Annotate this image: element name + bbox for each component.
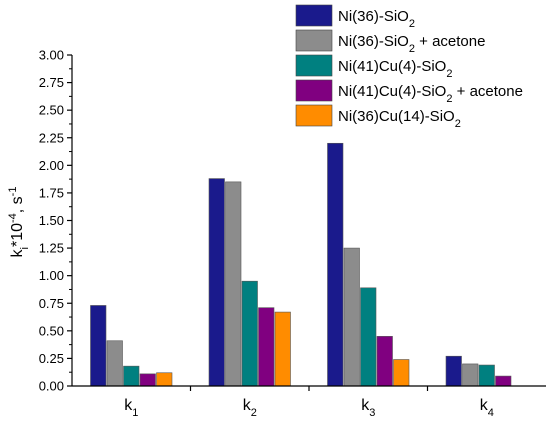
y-tick-label: 2.50 bbox=[39, 103, 64, 118]
legend-swatch bbox=[295, 104, 333, 127]
y-tick-label: 1.75 bbox=[39, 185, 64, 200]
bar bbox=[123, 365, 140, 387]
x-category-label: k4 bbox=[480, 397, 494, 419]
bar bbox=[274, 311, 291, 387]
legend-item: Ni(41)Cu(4)-SiO2 + acetone bbox=[295, 79, 523, 105]
x-category-label: k2 bbox=[243, 397, 257, 419]
y-tick-label: 1.25 bbox=[39, 241, 64, 256]
legend-label: Ni(41)Cu(4)-SiO2 bbox=[338, 58, 452, 80]
bar bbox=[445, 355, 462, 387]
bar bbox=[156, 372, 173, 387]
bar bbox=[376, 336, 393, 387]
bar bbox=[360, 287, 377, 387]
bar bbox=[462, 363, 479, 387]
bar bbox=[343, 247, 360, 387]
bar bbox=[139, 373, 156, 387]
legend-item: Ni(36)-SiO2 + acetone bbox=[295, 29, 485, 55]
legend-swatch bbox=[295, 54, 333, 77]
y-tick-label: 0.25 bbox=[39, 351, 64, 366]
legend-label: Ni(36)-SiO2 bbox=[338, 8, 415, 30]
legend-swatch bbox=[295, 79, 333, 102]
y-tick-label: 2.00 bbox=[39, 158, 64, 173]
legend-swatch bbox=[295, 4, 333, 27]
bar bbox=[327, 142, 344, 387]
bar bbox=[258, 307, 275, 387]
y-axis-title: ki*10-4, s-1 bbox=[7, 187, 31, 258]
legend-label: Ni(41)Cu(4)-SiO2 + acetone bbox=[338, 83, 523, 105]
y-ticks-group: 0.00 0.25 0.50 0.75 1.00 1.25 1.50 1.75 2.00 2.25… bbox=[39, 48, 72, 394]
bar bbox=[495, 375, 512, 387]
bar bbox=[478, 364, 495, 387]
bar bbox=[393, 359, 410, 387]
legend-item: Ni(41)Cu(4)-SiO2 bbox=[295, 54, 452, 80]
bar bbox=[241, 280, 258, 387]
x-category-label: k1 bbox=[124, 397, 138, 419]
x-ticks-group: k1 k2 k3 k4 bbox=[124, 386, 494, 419]
bar bbox=[106, 340, 123, 387]
y-tick-label: 3.00 bbox=[39, 48, 64, 63]
bar bbox=[208, 178, 225, 387]
y-tick-label: 1.00 bbox=[39, 268, 64, 283]
legend-item: Ni(36)Cu(14)-SiO2 bbox=[295, 104, 461, 130]
bars-group bbox=[90, 142, 512, 387]
legend-swatch bbox=[295, 29, 333, 52]
legend-label: Ni(36)-SiO2 + acetone bbox=[338, 33, 485, 55]
legend-item: Ni(36)-SiO2 bbox=[295, 4, 415, 30]
y-tick-label: 0.75 bbox=[39, 296, 64, 311]
legend: Ni(36)-SiO2 Ni(36)-SiO2 + acetone Ni(41)Cu… bbox=[295, 4, 523, 130]
bar bbox=[225, 181, 242, 387]
y-tick-label: 0.50 bbox=[39, 323, 64, 338]
y-tick-label: 2.75 bbox=[39, 75, 64, 90]
x-category-label: k3 bbox=[361, 397, 375, 419]
y-tick-label: 1.50 bbox=[39, 213, 64, 228]
legend-label: Ni(36)Cu(14)-SiO2 bbox=[338, 108, 461, 130]
y-tick-label: 0.00 bbox=[39, 379, 64, 394]
y-tick-label: 2.25 bbox=[39, 130, 64, 145]
bar bbox=[90, 305, 107, 387]
